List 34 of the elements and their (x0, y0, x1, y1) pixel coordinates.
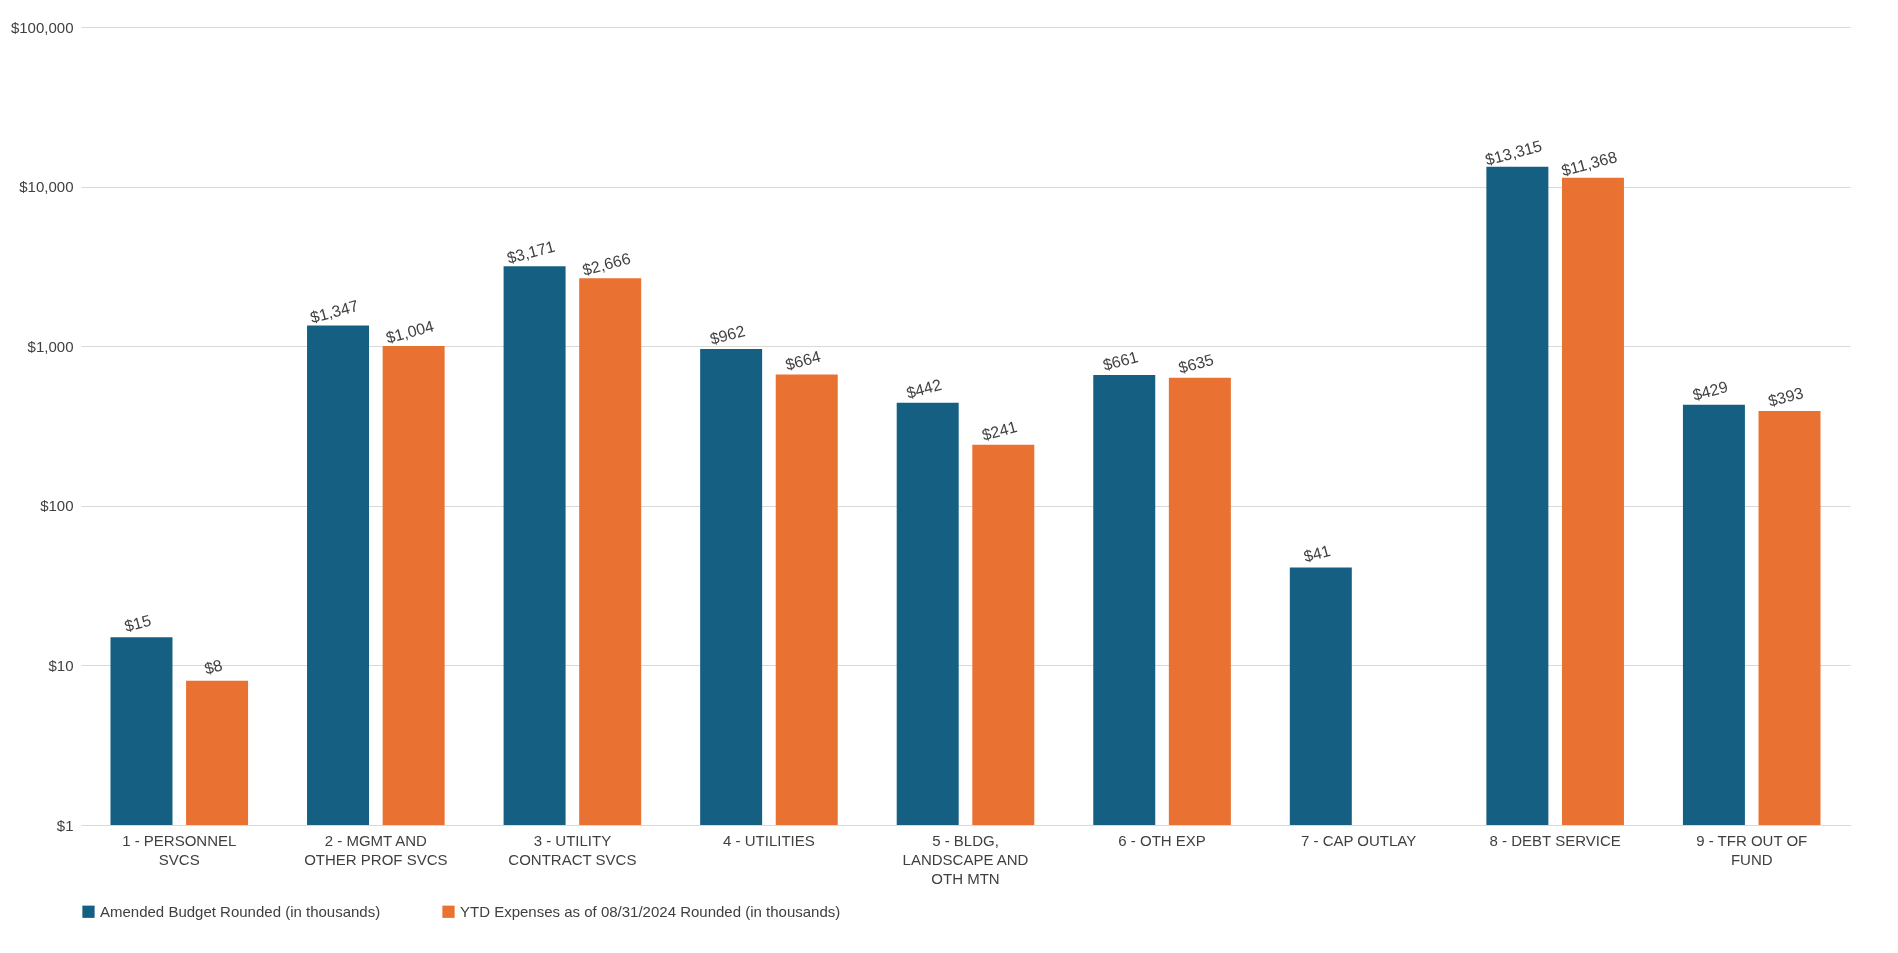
data-label: $962 (708, 322, 747, 348)
data-label: $15 (122, 611, 153, 635)
data-label: $393 (1766, 384, 1806, 410)
y-tick-label: $100 (40, 497, 74, 515)
data-label: $241 (980, 417, 1020, 444)
data-label: $13,315 (1483, 137, 1544, 169)
data-label: $1,347 (308, 296, 361, 327)
x-tick-label: 7 - CAP OUTLAY (1300, 831, 1417, 849)
x-tick-label: 3 - UTILITY CONTRACT SVCS (508, 831, 637, 868)
data-label: $11,368 (1559, 148, 1619, 180)
y-tick-label: $10,000 (19, 178, 74, 196)
x-tick-label: 8 - DEBT SERVICE (1489, 831, 1621, 849)
x-tick-label: 5 - BLDG, LANDSCAPE AND OTH MTN (902, 831, 1029, 887)
data-label: $1,004 (384, 317, 436, 347)
data-label: $664 (783, 347, 823, 374)
y-tick-label: $1,000 (27, 337, 74, 355)
data-label: $41 (1301, 541, 1333, 566)
y-tick-label: $10 (48, 656, 74, 674)
x-tick-label: 4 - UTILITIES (723, 831, 815, 849)
data-label: $442 (904, 375, 944, 402)
x-tick-label: 1 - PERSONNEL SVCS (122, 831, 237, 868)
y-tick-label: $1 (56, 816, 74, 834)
x-tick-label: 9 - TFR OUT OF FUND (1696, 831, 1808, 868)
data-label: $429 (1690, 378, 1730, 404)
data-label: $8 (202, 656, 225, 678)
y-tick-label: $100,000 (10, 18, 74, 36)
legend-label: YTD Expenses as of 08/31/2024 Rounded (in thousands) (460, 902, 841, 920)
data-label: $661 (1101, 348, 1140, 374)
legend-label: Amended Budget Rounded (in thousands) (100, 902, 381, 920)
x-tick-label: 2 - MGMT AND OTHER PROF SVCS (304, 831, 448, 868)
data-label: $635 (1176, 350, 1216, 377)
data-label: $3,171 (505, 237, 557, 267)
x-tick-label: 6 - OTH EXP (1118, 831, 1206, 849)
data-label: $2,666 (580, 249, 633, 279)
